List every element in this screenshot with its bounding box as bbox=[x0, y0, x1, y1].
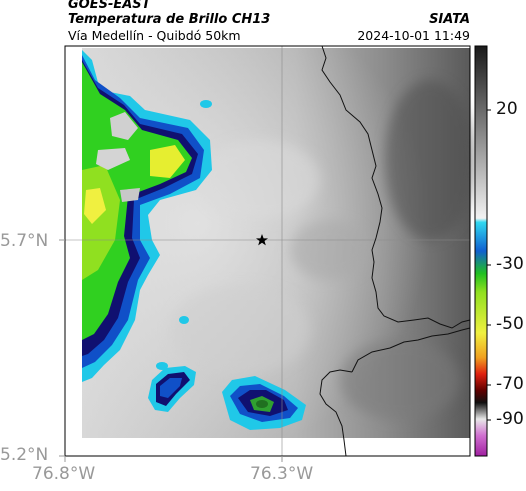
colorbar-label-m30: -30 bbox=[496, 254, 524, 274]
lon-tick-76-3: 76.3°W bbox=[250, 464, 314, 484]
lon-tick-76-8: 76.8°W bbox=[32, 464, 96, 484]
datetime-label: 2024-10-01 11:49 bbox=[357, 28, 470, 43]
cold-cloud-south-center bbox=[222, 376, 306, 430]
colorbar-label-m50: -50 bbox=[496, 314, 524, 334]
cold-cloud-south-left bbox=[148, 316, 196, 412]
cold-cloud-west bbox=[82, 50, 212, 382]
gridlines bbox=[65, 46, 470, 456]
map-border bbox=[64, 45, 471, 457]
satellite-title: GOES-EAST bbox=[68, 0, 151, 12]
cold-cloud-spot-top bbox=[200, 100, 212, 108]
colorbar-label-20: 20 bbox=[496, 99, 518, 119]
admin-boundaries bbox=[319, 45, 471, 457]
product-title: Temperatura de Brillo CH13 bbox=[68, 12, 271, 27]
route-label: Vía Medellín - Quibdó 50km bbox=[68, 28, 241, 43]
colorbar bbox=[475, 46, 487, 456]
star-icon bbox=[256, 234, 268, 246]
colorbar-border bbox=[474, 45, 488, 457]
grey-texture bbox=[170, 80, 475, 420]
colorbar-ticks bbox=[487, 109, 491, 421]
colorbar-label-m90: -90 bbox=[496, 409, 524, 429]
lat-tick-5-2: 5.2°N bbox=[0, 445, 49, 465]
lat-tick-5-7: 5.7°N bbox=[0, 231, 49, 251]
axis-ticks bbox=[59, 239, 283, 462]
org-label: SIATA bbox=[429, 12, 470, 27]
colorbar-label-m70: -70 bbox=[496, 374, 524, 394]
